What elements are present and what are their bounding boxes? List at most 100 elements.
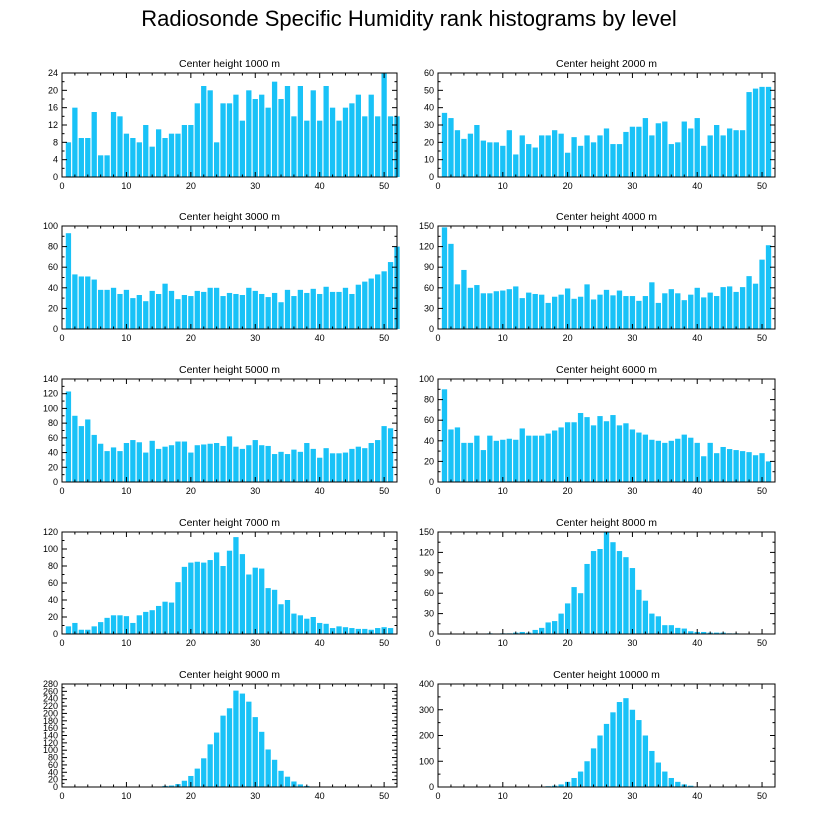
bar xyxy=(175,133,181,177)
y-tick-label: 8 xyxy=(53,137,58,147)
y-tick-label: 80 xyxy=(48,418,58,428)
bar xyxy=(752,283,759,329)
x-tick-label: 30 xyxy=(250,791,260,801)
bar xyxy=(259,445,265,482)
bar xyxy=(123,289,130,329)
x-tick-label: 0 xyxy=(59,791,64,801)
bar xyxy=(577,145,584,177)
bar xyxy=(662,442,668,482)
y-tick-label: 4 xyxy=(53,155,58,165)
bar xyxy=(539,294,545,329)
bar xyxy=(551,130,558,177)
y-tick-label: 40 xyxy=(48,595,58,605)
bar xyxy=(642,296,649,329)
bar xyxy=(130,298,136,329)
bar xyxy=(668,440,674,482)
x-tick-label: 0 xyxy=(59,638,64,648)
bar xyxy=(291,116,297,177)
bar xyxy=(701,631,707,634)
bar xyxy=(207,443,213,482)
bar xyxy=(662,293,668,329)
panel-7: Center height 7000 m 0 10 20 30 40 50 0 20 40 60 80… xyxy=(43,517,398,648)
bar xyxy=(474,435,480,482)
bar xyxy=(387,262,394,329)
bar xyxy=(493,142,499,177)
panel-1: Center height 1000 m 0 10 20 30 40 50 0 4 8 12 16 20… xyxy=(48,58,400,191)
x-tick-label: 50 xyxy=(379,791,389,801)
bar xyxy=(162,601,168,634)
bar xyxy=(493,440,499,482)
bar xyxy=(636,432,642,482)
x-tick-label: 40 xyxy=(692,333,702,343)
x-tick-label: 20 xyxy=(186,638,196,648)
bar xyxy=(297,784,304,787)
bar xyxy=(149,440,155,482)
x-tick-label: 20 xyxy=(563,791,573,801)
bar xyxy=(213,443,220,482)
bar xyxy=(310,90,316,177)
x-tick-label: 40 xyxy=(692,181,702,191)
bar xyxy=(188,296,194,329)
bar xyxy=(110,447,117,482)
y-tick-label: 0 xyxy=(429,782,434,792)
bar xyxy=(759,453,765,482)
bar xyxy=(213,142,220,177)
bar xyxy=(655,616,662,634)
y-tick-label: 60 xyxy=(424,68,434,78)
bar xyxy=(610,415,616,482)
y-tick-label: 60 xyxy=(424,283,434,293)
bar xyxy=(655,440,662,482)
bar xyxy=(368,94,374,177)
bar xyxy=(526,292,532,329)
x-tick-label: 20 xyxy=(186,486,196,496)
y-tick-label: 150 xyxy=(419,221,434,231)
bar xyxy=(278,770,284,787)
bar xyxy=(765,461,772,482)
bar xyxy=(519,631,525,634)
bar xyxy=(123,443,130,482)
bar xyxy=(155,293,162,329)
bar xyxy=(252,290,258,329)
y-tick-label: 120 xyxy=(43,527,58,537)
bar xyxy=(201,444,207,482)
bar xyxy=(201,291,207,329)
bar xyxy=(629,296,636,329)
bar xyxy=(375,440,381,482)
bar xyxy=(98,443,104,482)
x-tick-label: 30 xyxy=(627,486,637,496)
bar xyxy=(239,448,246,482)
panel-title: Center height 1000 m xyxy=(179,58,280,70)
y-tick-label: 140 xyxy=(43,374,58,384)
bar xyxy=(110,287,117,329)
y-tick-label: 20 xyxy=(48,85,58,95)
bar xyxy=(162,138,168,177)
bar xyxy=(636,300,642,329)
panel-title: Center height 3000 m xyxy=(179,211,280,223)
bar xyxy=(720,446,726,482)
bar xyxy=(213,552,220,634)
y-tick-label: 0 xyxy=(53,172,58,182)
bar xyxy=(278,451,284,482)
bar xyxy=(577,412,584,482)
bar xyxy=(375,116,381,177)
bar xyxy=(759,86,765,177)
panel-10: Center height 10000 m 0 10 20 30 40 50 0 100 200 3… xyxy=(419,669,776,801)
bar xyxy=(239,554,246,634)
bar xyxy=(381,426,387,482)
bar xyxy=(571,422,577,482)
x-tick-label: 20 xyxy=(563,333,573,343)
bar xyxy=(98,155,104,177)
bar xyxy=(603,723,610,787)
y-tick-label: 220 xyxy=(43,701,58,711)
x-tick-label: 40 xyxy=(315,486,325,496)
bar xyxy=(278,302,284,329)
bar xyxy=(168,785,175,787)
bar xyxy=(226,103,233,177)
x-tick-label: 0 xyxy=(59,486,64,496)
bar xyxy=(623,131,629,177)
bar xyxy=(564,152,571,177)
bar xyxy=(610,295,616,329)
bar xyxy=(590,551,597,634)
bar xyxy=(558,427,564,482)
bar xyxy=(188,562,194,634)
